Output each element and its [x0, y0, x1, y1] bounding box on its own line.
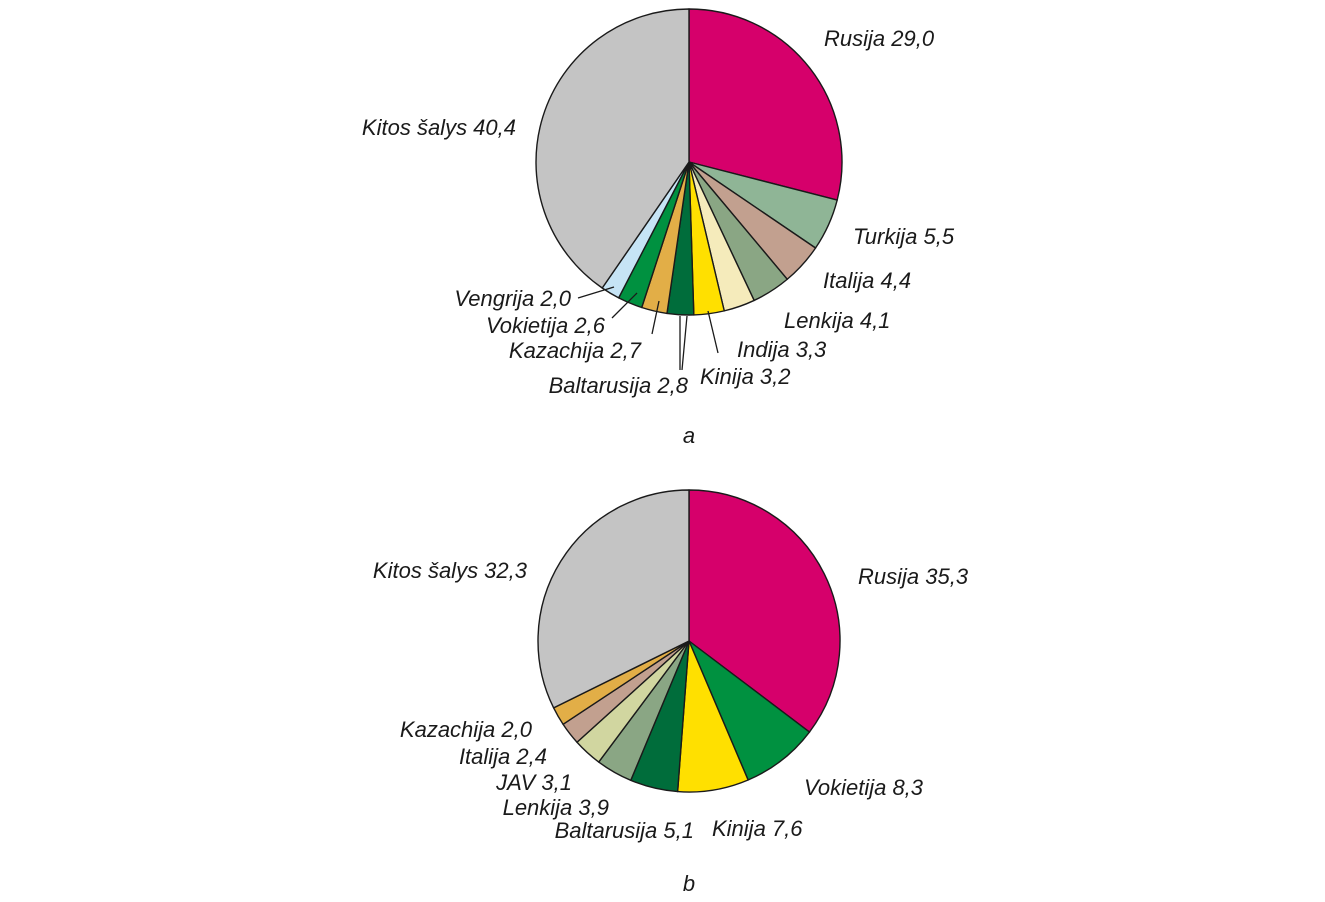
leader-line-a-5 [681, 315, 688, 371]
leader-line-a-9 [577, 286, 615, 299]
pie-slice-a-10 [535, 8, 690, 289]
slice-label-b-7: Kazachija 2,0 [400, 717, 533, 742]
slice-label-a-2: Italija 4,4 [823, 268, 911, 293]
leader-line-a-7 [651, 300, 660, 335]
slice-label-a-6: Baltarusija 2,8 [549, 373, 689, 398]
slice-label-b-3: Baltarusija 5,1 [555, 818, 694, 843]
pie-slice-b-8 [537, 489, 690, 709]
slice-label-b-2: Kinija 7,6 [712, 816, 803, 841]
slice-label-a-1: Turkija 5,5 [853, 224, 955, 249]
slice-label-a-3: Lenkija 4,1 [784, 308, 890, 333]
slice-label-a-4: Indija 3,3 [737, 337, 827, 362]
pie-slice-a-0 [688, 8, 843, 201]
caption-a: a [683, 423, 695, 448]
pie-slice-b-0 [688, 489, 841, 733]
slice-label-b-4: Lenkija 3,9 [503, 795, 609, 820]
slice-label-b-6: Italija 2,4 [459, 744, 547, 769]
slice-label-b-1: Vokietija 8,3 [804, 775, 924, 800]
leader-line-a-8 [611, 292, 638, 319]
slice-label-b-5: JAV 3,1 [495, 770, 572, 795]
caption-b: b [683, 871, 695, 896]
slice-label-a-5: Kinija 3,2 [700, 364, 791, 389]
slice-label-b-8: Kitos šalys 32,3 [373, 558, 528, 583]
slice-label-a-8: Vokietija 2,6 [486, 313, 606, 338]
slice-label-a-9: Vengrija 2,0 [454, 286, 571, 311]
slice-label-b-0: Rusija 35,3 [858, 564, 969, 589]
slice-label-a-10: Kitos šalys 40,4 [362, 115, 516, 140]
slice-label-a-0: Rusija 29,0 [824, 26, 935, 51]
slice-label-a-7: Kazachija 2,7 [509, 338, 642, 363]
leader-line-a-4 [707, 310, 719, 354]
pie-chart-a: Rusija 29,0 Turkija 5,5 Italija 4,4 Lenkija… [362, 8, 955, 398]
